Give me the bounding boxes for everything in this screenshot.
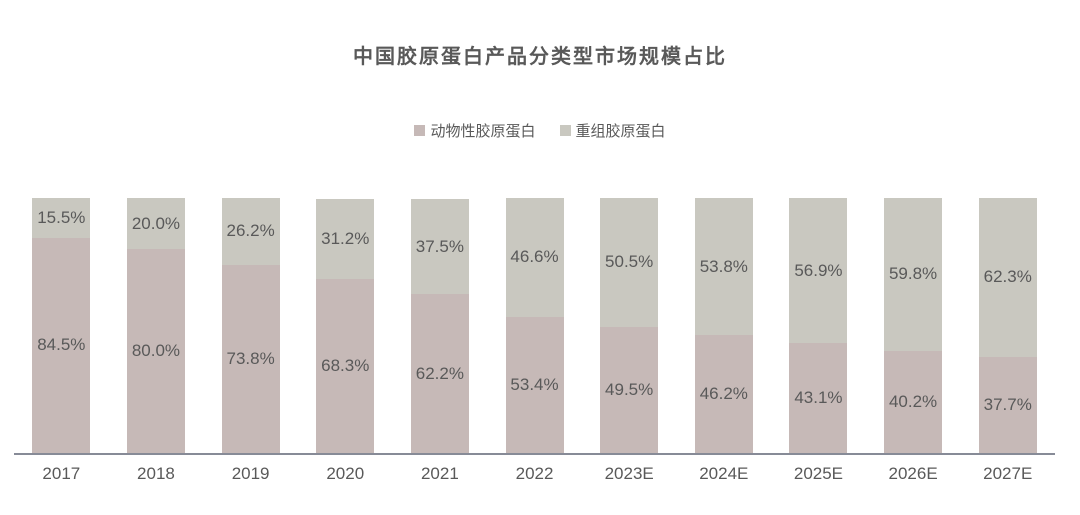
bar-segment-animal: 37.7%: [978, 356, 1037, 453]
value-label-animal: 43.1%: [794, 388, 843, 408]
value-label-animal: 53.4%: [510, 374, 559, 394]
chart-title: 中国胶原蛋白产品分类型市场规模占比: [353, 46, 727, 68]
stacked-bar: 37.5% 62.2%: [410, 198, 469, 453]
value-label-animal: 49.5%: [605, 379, 654, 399]
stacked-bar: 26.2% 73.8%: [221, 198, 280, 453]
bar-segment-animal: 46.2%: [694, 335, 753, 453]
x-axis-label: 2023E: [604, 464, 654, 483]
bar-segment-recombinant: 46.6%: [505, 198, 564, 317]
value-label-animal: 62.2%: [415, 363, 464, 383]
stacked-bar: 62.3% 37.7%: [978, 198, 1037, 453]
value-label-recombinant: 62.3%: [983, 267, 1032, 287]
bar-column: 59.8% 40.2%: [866, 198, 961, 453]
plot-area: 15.5% 84.5% 20.0% 80.0% 26.2% 73.8% 31.2% 68.3%…: [14, 198, 1055, 453]
bar-segment-recombinant: 53.8%: [694, 198, 753, 336]
legend-label-recombinant: 重组胶原蛋白: [575, 123, 666, 140]
stacked-bar: 56.9% 43.1%: [789, 198, 848, 453]
value-label-animal: 68.3%: [321, 355, 370, 375]
x-axis-line: [14, 453, 1055, 455]
bar-column: 26.2% 73.8%: [203, 198, 298, 453]
bar-segment-recombinant: 37.5%: [410, 198, 469, 295]
legend-label-animal: 动物性胶原蛋白: [430, 123, 536, 140]
x-axis-label: 2022: [515, 464, 554, 483]
value-label-animal: 84.5%: [37, 335, 86, 355]
legend-entry-recombinant: 重组胶原蛋白: [559, 120, 666, 141]
value-label-recombinant: 15.5%: [37, 207, 86, 227]
bar-segment-recombinant: 59.8%: [884, 198, 943, 351]
x-axis-label: 2024E: [699, 464, 749, 483]
bar-column: 15.5% 84.5%: [14, 198, 109, 453]
bar-segment-recombinant: 26.2%: [221, 198, 280, 265]
bar-segment-recombinant: 15.5%: [32, 198, 91, 238]
legend-entry-animal: 动物性胶原蛋白: [414, 120, 536, 141]
value-label-animal: 80.0%: [131, 341, 181, 360]
stacked-bar: 50.5% 49.5%: [600, 198, 659, 453]
stacked-bar: 46.6% 53.4%: [505, 198, 564, 453]
value-label-recombinant: 31.2%: [321, 229, 370, 249]
bar-segment-animal: 53.4%: [505, 316, 564, 453]
x-axis-label: 2018: [137, 464, 175, 483]
x-axis-label: 2025E: [793, 464, 844, 483]
value-label-animal: 46.2%: [699, 384, 748, 404]
value-label-recombinant: 50.5%: [605, 252, 654, 272]
value-label-recombinant: 59.8%: [888, 264, 938, 284]
x-axis-label: 2021: [420, 464, 459, 483]
chart-legend: 动物性胶原蛋白 重组胶原蛋白: [0, 120, 1080, 141]
bar-segment-recombinant: 56.9%: [789, 198, 848, 344]
bar-column: 56.9% 43.1%: [771, 198, 866, 453]
legend-swatch-recombinant: [559, 125, 571, 136]
value-label-recombinant: 53.8%: [699, 256, 748, 276]
bar-segment-animal: 49.5%: [600, 326, 659, 453]
bar-column: 46.6% 53.4%: [487, 198, 582, 453]
x-axis-label: 2027E: [983, 464, 1033, 483]
x-axis-labels: 2017 2018 2019 2020 2021 2022 2023E 2024E 2025E 2…: [14, 464, 1055, 484]
stacked-bar: 15.5% 84.5%: [32, 198, 91, 453]
stacked-bar: 59.8% 40.2%: [884, 198, 943, 453]
value-label-recombinant: 20.0%: [131, 213, 181, 233]
bar-segment-animal: 40.2%: [884, 350, 943, 453]
value-label-recombinant: 26.2%: [226, 221, 275, 241]
stacked-bar: 31.2% 68.3%: [316, 199, 375, 453]
x-axis-label: 2019: [231, 464, 270, 483]
stacked-bar: 20.0% 80.0%: [126, 198, 185, 453]
value-label-animal: 73.8%: [226, 348, 275, 368]
bar-segment-recombinant: 20.0%: [126, 198, 185, 249]
x-axis-label: 2026E: [888, 464, 938, 483]
bar-column: 31.2% 68.3%: [298, 198, 393, 453]
bar-column: 62.3% 37.7%: [960, 198, 1055, 453]
bar-segment-animal: 84.5%: [32, 237, 91, 453]
value-label-recombinant: 46.6%: [510, 247, 559, 267]
bar-column: 37.5% 62.2%: [393, 198, 488, 453]
bar-segment-animal: 62.2%: [410, 294, 469, 453]
value-label-recombinant: 56.9%: [794, 260, 843, 280]
value-label-animal: 40.2%: [888, 391, 938, 411]
bar-column: 50.5% 49.5%: [582, 198, 677, 453]
bar-column: 53.8% 46.2%: [676, 198, 771, 453]
x-axis-label: 2017: [42, 464, 81, 483]
bar-column: 20.0% 80.0%: [109, 198, 204, 453]
bar-segment-animal: 73.8%: [221, 264, 280, 453]
bar-segment-animal: 43.1%: [789, 343, 848, 453]
stacked-bar: 53.8% 46.2%: [694, 198, 753, 453]
bar-segment-animal: 80.0%: [126, 249, 185, 453]
value-label-animal: 37.7%: [983, 394, 1032, 414]
bar-segment-recombinant: 62.3%: [978, 198, 1037, 357]
value-label-recombinant: 37.5%: [415, 236, 464, 256]
bar-segment-animal: 68.3%: [316, 278, 375, 453]
bar-segment-recombinant: 31.2%: [316, 199, 375, 279]
x-axis-label: 2020: [326, 464, 365, 483]
bar-segment-recombinant: 50.5%: [600, 198, 659, 327]
legend-swatch-animal: [414, 125, 426, 136]
